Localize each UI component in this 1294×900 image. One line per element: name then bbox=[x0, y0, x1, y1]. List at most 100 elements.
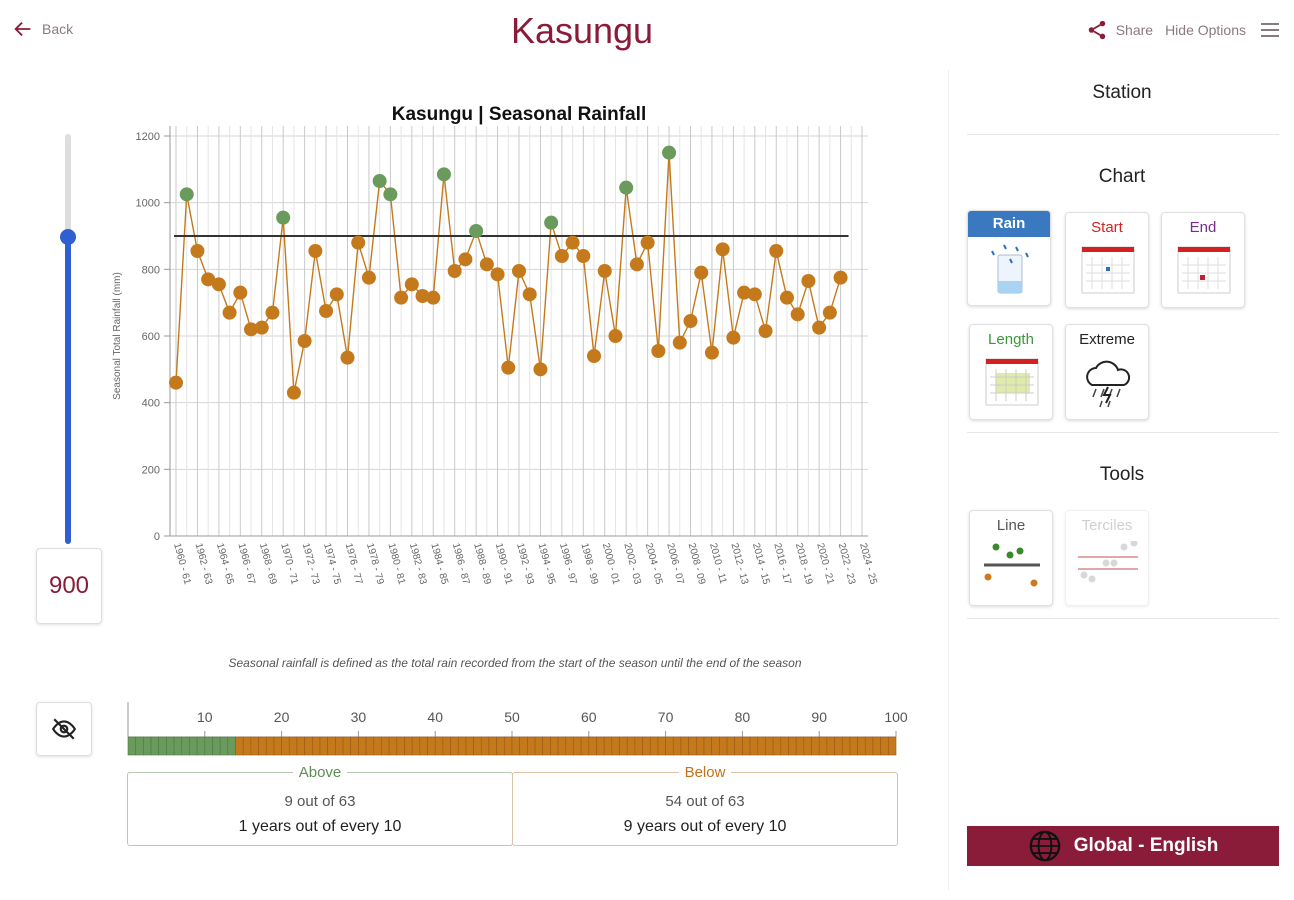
data-point[interactable] bbox=[715, 242, 730, 257]
data-point[interactable] bbox=[404, 277, 419, 292]
data-point[interactable] bbox=[211, 277, 226, 292]
data-point[interactable] bbox=[244, 322, 259, 337]
data-point[interactable] bbox=[265, 305, 280, 320]
data-point[interactable] bbox=[394, 290, 409, 305]
data-point[interactable] bbox=[490, 267, 505, 282]
data-point[interactable] bbox=[565, 235, 580, 250]
data-point[interactable] bbox=[329, 287, 344, 302]
data-point[interactable] bbox=[779, 290, 794, 305]
below-segment bbox=[603, 736, 613, 756]
data-point[interactable] bbox=[501, 360, 516, 375]
data-point[interactable] bbox=[737, 285, 752, 300]
below-segment bbox=[235, 736, 244, 756]
data-point[interactable] bbox=[533, 362, 548, 377]
y-tick-label: 200 bbox=[142, 464, 160, 476]
data-point[interactable] bbox=[801, 274, 816, 288]
data-point[interactable] bbox=[522, 287, 537, 302]
chart-section-title: Chart bbox=[1098, 166, 1146, 187]
data-point[interactable] bbox=[297, 334, 312, 348]
data-point[interactable] bbox=[662, 145, 677, 160]
data-point[interactable] bbox=[458, 252, 473, 267]
data-point[interactable] bbox=[436, 167, 451, 182]
chart-tile-end[interactable]: End bbox=[1161, 212, 1245, 308]
toggle-visibility-button[interactable] bbox=[36, 702, 92, 756]
data-point[interactable] bbox=[415, 289, 430, 303]
data-point[interactable] bbox=[254, 320, 269, 335]
y-tick-label: 800 bbox=[142, 264, 160, 276]
below-segment bbox=[465, 736, 474, 756]
data-point[interactable] bbox=[672, 335, 687, 350]
chart-tile-start[interactable]: Start bbox=[1065, 212, 1149, 308]
data-point[interactable] bbox=[833, 270, 848, 285]
x-tick-label: 2006 - 07 bbox=[664, 542, 686, 586]
below-segment bbox=[565, 736, 574, 756]
x-tick-label: 2022 - 23 bbox=[836, 542, 858, 586]
above-segment bbox=[150, 736, 160, 756]
data-point[interactable] bbox=[544, 215, 559, 230]
share-button[interactable]: Share bbox=[1086, 19, 1153, 41]
data-point[interactable] bbox=[619, 180, 634, 195]
threshold-slider[interactable] bbox=[58, 130, 78, 546]
data-point[interactable] bbox=[554, 249, 569, 263]
x-tick-label: 1968 - 69 bbox=[257, 542, 279, 586]
back-button[interactable]: Back bbox=[12, 18, 73, 40]
below-segment bbox=[427, 736, 436, 756]
threshold-input[interactable]: 900 bbox=[36, 548, 102, 624]
data-point[interactable] bbox=[286, 385, 301, 400]
data-point[interactable] bbox=[651, 344, 666, 358]
data-point[interactable] bbox=[608, 329, 623, 343]
data-point[interactable] bbox=[726, 330, 741, 345]
data-point[interactable] bbox=[233, 285, 248, 300]
data-point[interactable] bbox=[351, 235, 366, 250]
chart-tile-length[interactable]: Length bbox=[969, 324, 1053, 420]
language-button[interactable]: Global - English bbox=[967, 826, 1279, 866]
data-point[interactable] bbox=[812, 320, 827, 335]
data-point[interactable] bbox=[361, 270, 376, 285]
data-point[interactable] bbox=[512, 264, 526, 278]
data-point[interactable] bbox=[319, 304, 334, 318]
chart-tile-extreme[interactable]: Extreme bbox=[1065, 324, 1149, 420]
data-point[interactable] bbox=[790, 307, 805, 322]
chart-tile-rain[interactable]: Rain bbox=[967, 210, 1051, 306]
data-point[interactable] bbox=[683, 314, 698, 328]
above-segment bbox=[204, 736, 213, 756]
data-point[interactable] bbox=[822, 305, 837, 320]
data-point[interactable] bbox=[640, 235, 655, 250]
data-point[interactable] bbox=[190, 244, 205, 258]
hide-options-button[interactable]: Hide Options bbox=[1165, 22, 1246, 38]
data-point[interactable] bbox=[576, 249, 591, 263]
data-point[interactable] bbox=[479, 257, 494, 272]
data-point[interactable] bbox=[201, 272, 216, 287]
data-point[interactable] bbox=[222, 305, 237, 320]
data-point[interactable] bbox=[587, 349, 602, 363]
below-segment bbox=[803, 736, 812, 756]
x-tick-label: 1964 - 65 bbox=[214, 542, 236, 586]
data-point[interactable] bbox=[383, 187, 398, 202]
data-point[interactable] bbox=[758, 324, 773, 338]
data-point[interactable] bbox=[704, 345, 719, 360]
below-segment bbox=[404, 736, 413, 756]
menu-icon[interactable] bbox=[1258, 18, 1282, 42]
data-point[interactable] bbox=[276, 210, 291, 225]
above-label: Above bbox=[292, 764, 348, 781]
slider-thumb[interactable] bbox=[60, 228, 76, 245]
data-point[interactable] bbox=[308, 244, 323, 258]
data-point[interactable] bbox=[597, 264, 612, 278]
data-point[interactable] bbox=[769, 244, 784, 258]
data-point[interactable] bbox=[469, 224, 484, 238]
tool-tile-terciles[interactable]: Terciles bbox=[1065, 510, 1149, 606]
data-point[interactable] bbox=[694, 265, 709, 280]
data-point[interactable] bbox=[169, 375, 183, 390]
data-point[interactable] bbox=[747, 287, 762, 302]
station-section-title[interactable]: Station bbox=[1092, 82, 1152, 103]
data-point[interactable] bbox=[340, 350, 355, 365]
data-point[interactable] bbox=[629, 257, 644, 272]
below-segment bbox=[319, 736, 328, 756]
header-actions: Share Hide Options bbox=[1086, 18, 1282, 42]
data-point[interactable] bbox=[372, 174, 387, 188]
slider-fill bbox=[65, 236, 71, 544]
tool-tile-line[interactable]: Line bbox=[969, 510, 1053, 606]
data-point[interactable] bbox=[179, 187, 194, 202]
data-point[interactable] bbox=[426, 290, 441, 305]
data-point[interactable] bbox=[447, 264, 462, 278]
